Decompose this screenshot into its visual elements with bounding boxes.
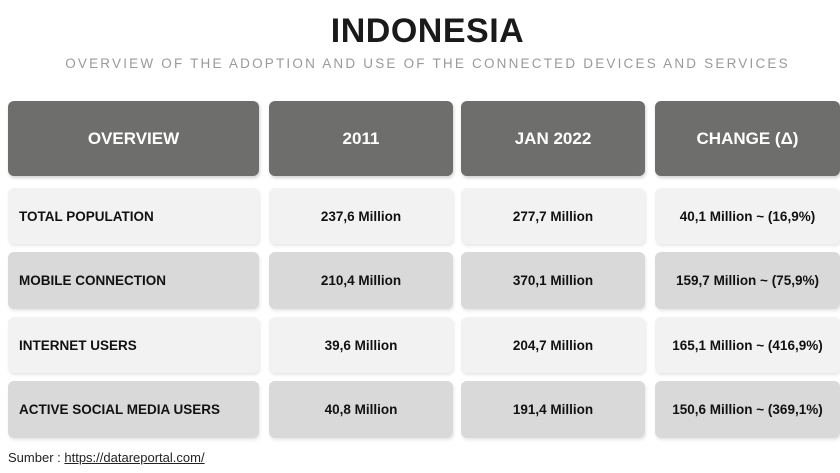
cell-social-media-2011: 40,8 Million	[269, 381, 453, 438]
cell-internet-users-2022: 204,7 Million	[461, 317, 645, 373]
cell-mobile-connection-2011: 210,4 Million	[269, 252, 453, 309]
cell-mobile-connection-change: 159,7 Million ~ (75,9%)	[655, 252, 840, 309]
source-label: Sumber :	[8, 450, 61, 465]
header-overview: OVERVIEW	[8, 101, 259, 176]
cell-internet-users-change: 165,1 Million ~ (416,9%)	[655, 317, 840, 373]
cell-social-media-2022: 191,4 Million	[461, 381, 645, 438]
cell-total-population-2022: 277,7 Million	[461, 188, 645, 244]
header-jan-2022: JAN 2022	[461, 101, 645, 176]
cell-social-media-change: 150,6 Million ~ (369,1%)	[655, 381, 840, 438]
row-label-internet-users: INTERNET USERS	[8, 317, 259, 373]
cell-internet-users-2011: 39,6 Million	[269, 317, 453, 373]
cell-total-population-2011: 237,6 Million	[269, 188, 453, 244]
row-label-active-social-media-users: ACTIVE SOCIAL MEDIA USERS	[8, 381, 259, 438]
header-2011: 2011	[269, 101, 453, 176]
page-subtitle: OVERVIEW OF THE ADOPTION AND USE OF THE …	[65, 56, 790, 71]
source-line: Sumber : https://datareportal.com/	[8, 450, 205, 465]
cell-total-population-change: 40,1 Million ~ (16,9%)	[655, 188, 840, 244]
header-change: CHANGE (Δ)	[655, 101, 840, 176]
source-link[interactable]: https://datareportal.com/	[64, 450, 205, 465]
page-title: INDONESIA	[330, 12, 525, 50]
row-label-total-population: TOTAL POPULATION	[8, 188, 259, 244]
row-label-mobile-connection: MOBILE CONNECTION	[8, 252, 259, 309]
cell-mobile-connection-2022: 370,1 Million	[461, 252, 645, 309]
